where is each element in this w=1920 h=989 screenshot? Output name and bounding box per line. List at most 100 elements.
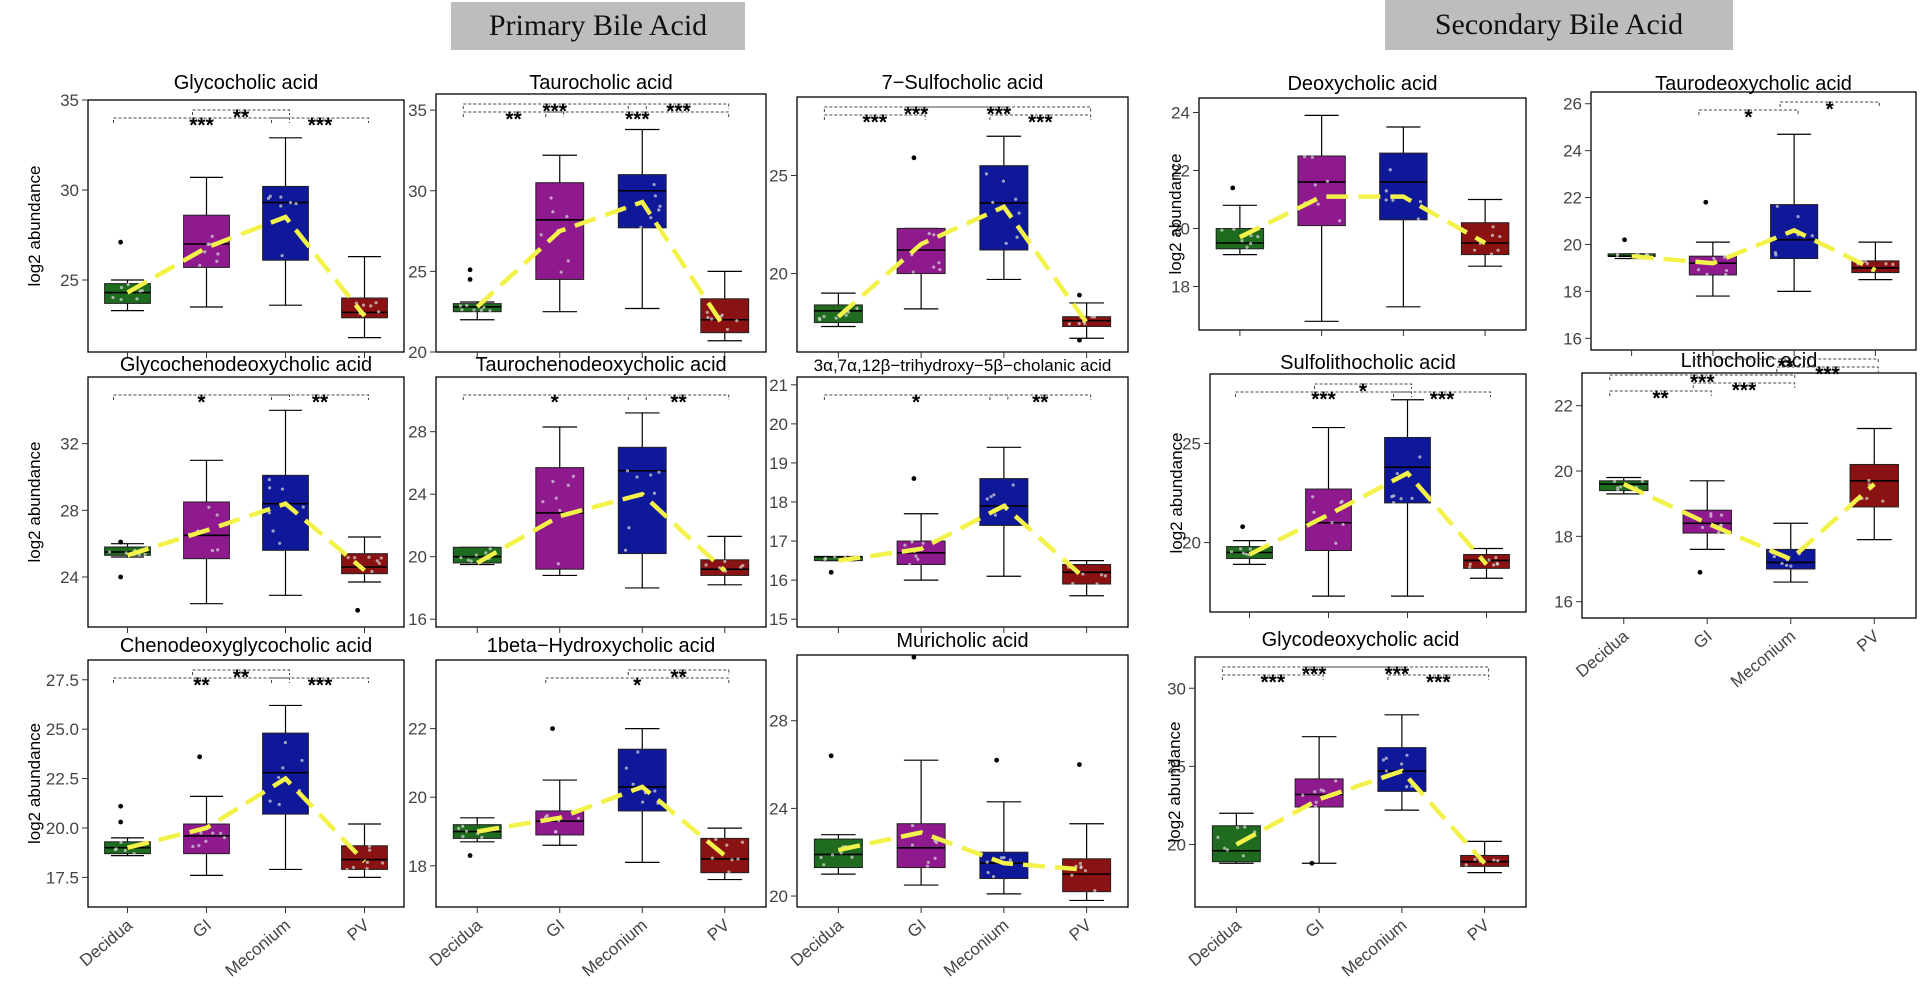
y-tick-label: 24 (60, 568, 79, 587)
outlier-point (118, 803, 124, 809)
box-meconium (1379, 126, 1428, 308)
jitter-point (1325, 179, 1330, 183)
panel-frame (1198, 97, 1527, 331)
y-tick-label: 20 (1554, 462, 1573, 481)
y-tick-label: 26 (1563, 95, 1582, 114)
mean-trend-line (836, 204, 1089, 324)
panel-frame (1590, 91, 1917, 351)
y-tick-label: 25 (408, 262, 427, 281)
jitter-point (1705, 272, 1709, 276)
jitter-point (999, 856, 1004, 860)
jitter-point (1235, 826, 1240, 830)
outlier-point (911, 476, 917, 481)
iqr-box (535, 810, 585, 836)
outlier-point (118, 819, 124, 825)
jitter-point (206, 242, 210, 246)
box-gi (896, 654, 946, 886)
jitter-point (993, 513, 997, 517)
y-tick-label: 22 (1554, 397, 1573, 416)
jitter-point (565, 214, 569, 219)
mean-trend-line (126, 775, 367, 864)
jitter-point (203, 250, 207, 254)
jitter-point (823, 556, 828, 560)
box-gi (535, 726, 585, 846)
significance-bracket: *** (1393, 388, 1491, 411)
jitter-point (653, 194, 657, 198)
jitter-point (1384, 189, 1388, 193)
jitter-point (191, 844, 195, 849)
outlier-point (1703, 199, 1709, 205)
jitter-point (126, 282, 130, 287)
panel-title: Glycodeoxycholic acid (1262, 629, 1460, 651)
jitter-point (576, 816, 581, 820)
mean-trend-line (1248, 470, 1489, 566)
y-tick-label: 35 (408, 101, 427, 120)
jitter-point (1301, 793, 1305, 797)
jitter-point (1615, 252, 1620, 256)
outlier-point (550, 726, 555, 732)
bracket-line (1221, 666, 1407, 672)
jitter-point (280, 487, 285, 491)
jitter-point (625, 469, 630, 473)
jitter-point (938, 268, 942, 272)
primary-bile-acid-title: Primary Bile Acid (488, 9, 708, 42)
mean-trend-line (1235, 768, 1487, 865)
jitter-point (1865, 261, 1869, 266)
significance-label: *** (542, 100, 567, 123)
outlier-point (467, 853, 473, 858)
significance-bracket: *** (1387, 671, 1490, 694)
jitter-point (1311, 495, 1315, 499)
outlier-point (467, 277, 473, 282)
x-tick-label-meconium: Meconium (940, 916, 1012, 981)
y-tick-label: 20 (408, 788, 427, 807)
jitter-point (1229, 550, 1234, 554)
y-tick-label: 24 (769, 799, 788, 818)
jitter-point (556, 562, 560, 566)
y-axis-label: log2 abundance (1166, 153, 1185, 274)
jitter-point (1619, 485, 1623, 489)
jitter-point (1612, 479, 1617, 484)
jitter-point (1313, 805, 1318, 809)
panel-title: Glycocholic acid (174, 72, 319, 94)
significance-label: *** (1028, 111, 1053, 134)
panel-1beta-hydroxycholic-acid: 1beta−Hydroxycholic acid 18 20 22 Decidua GI M… (408, 635, 767, 980)
jitter-point (138, 289, 142, 293)
y-tick-label: 25 (1182, 434, 1201, 453)
x-tick-label-pv: PV (1464, 915, 1494, 945)
secondary-bile-acid-banner: Secondary Bile Acid (1385, 0, 1733, 50)
mean-trend-line (1238, 194, 1487, 245)
box-meconium (1770, 133, 1819, 292)
jitter-point (377, 310, 381, 314)
panel-lithocholic-acid: Lithocholic acid 16 18 20 22 Decidua GI Meconiu… (1554, 350, 1917, 691)
significance-label: ** (505, 108, 522, 131)
x-tick-label-pv: PV (1853, 626, 1883, 656)
jitter-point (283, 740, 288, 745)
outlier-point (828, 753, 834, 759)
jitter-point (709, 317, 714, 321)
jitter-point (992, 493, 996, 497)
panel-title: 1beta−Hydroxycholic acid (487, 635, 715, 657)
y-tick-label: 30 (1167, 679, 1186, 698)
jitter-point (480, 835, 484, 839)
jitter-point (1785, 563, 1789, 568)
bracket-line (989, 394, 1092, 400)
jitter-point (1103, 574, 1107, 578)
bracket-line (1776, 366, 1879, 372)
mean-trend-line (475, 199, 727, 330)
jitter-point (649, 473, 653, 477)
box-decidua (813, 753, 863, 875)
box-decidua (813, 292, 863, 328)
bracket-line (1235, 391, 1412, 397)
significance-label: ** (312, 391, 329, 414)
jitter-point (1496, 248, 1500, 252)
y-axis-label: log2 abundance (25, 441, 44, 562)
y-tick-label: 18 (1563, 282, 1582, 301)
y-axis-label: log2 abundance (25, 723, 44, 844)
y-tick-label: 16 (769, 571, 788, 590)
significance-bracket: ** (462, 108, 565, 131)
jitter-point (657, 470, 661, 474)
outlier-point (828, 569, 834, 575)
box-pv (1460, 198, 1510, 267)
